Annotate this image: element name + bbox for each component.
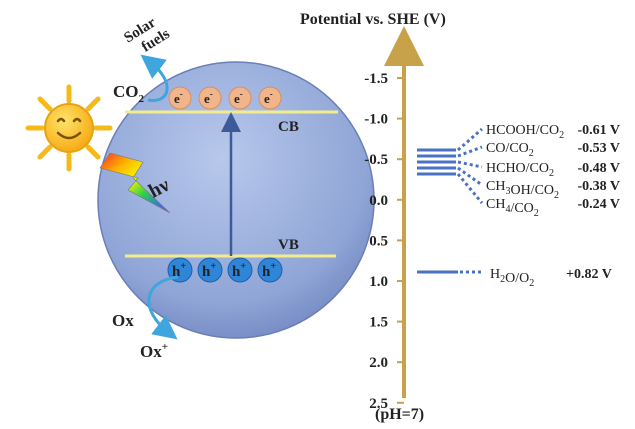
ox-label: Ox <box>112 311 134 330</box>
electron-label: e- <box>264 89 273 106</box>
couple-connector <box>457 160 483 169</box>
cb-label: CB <box>278 119 299 135</box>
couple-value: -0.24 V <box>577 197 620 212</box>
electron-label: e- <box>204 89 213 106</box>
sun-icon <box>25 84 113 172</box>
couple-label: CH3OH/CO2 <box>486 179 559 201</box>
water-couple-value: +0.82 V <box>566 267 612 282</box>
couple-label: CH4/CO2 <box>486 197 539 219</box>
photocatalyst-sphere <box>97 61 375 339</box>
water-couple: H2O/O2 +0.82 V <box>417 267 612 289</box>
electrons <box>168 86 282 110</box>
couple-value: -0.48 V <box>577 161 620 176</box>
axis-tick-label: 2.0 <box>369 355 388 371</box>
hole <box>227 257 253 283</box>
couple-value: -0.38 V <box>577 179 620 194</box>
couple-connector <box>456 173 484 204</box>
holes <box>167 257 283 283</box>
hole-label: h+ <box>172 261 186 280</box>
vb-label: VB <box>278 237 299 253</box>
ox-plus-label: Ox+ <box>140 341 168 361</box>
electron <box>198 86 222 110</box>
axis-tick-label: -1.0 <box>364 112 388 128</box>
hole <box>197 257 223 283</box>
axis-ticks: -1.5 -1.0 -0.5 0.0 0.5 1.0 1.5 2.0 2.5 <box>364 71 404 412</box>
electron <box>168 86 192 110</box>
couple-value: -0.61 V <box>577 123 620 138</box>
co2-reduction-arrow <box>140 54 169 102</box>
axis-tick-label: 0.5 <box>369 233 388 249</box>
axis-tick-label: 2.5 <box>369 396 388 412</box>
hole-label: h+ <box>232 261 246 280</box>
water-couple-label: H2O/O2 <box>490 267 534 289</box>
electron-label: e- <box>234 89 243 106</box>
oxidation-arrow <box>147 275 179 340</box>
axis-tick-label: 1.0 <box>369 274 388 290</box>
couple-label: CO/CO2 <box>486 141 534 159</box>
couple-connector <box>457 145 483 158</box>
axis-tick-label: -1.5 <box>364 71 388 87</box>
hole-label: h+ <box>262 261 276 280</box>
co2-label: CO2 <box>113 82 145 105</box>
couple-label: HCOOH/CO2 <box>486 123 564 141</box>
electron-label: e- <box>174 89 183 106</box>
couple-value: -0.53 V <box>577 141 620 156</box>
axis-tick-label: 0.0 <box>369 193 388 209</box>
electron <box>228 86 252 110</box>
ph-label: (pH=7) <box>375 406 424 423</box>
hole <box>167 257 193 283</box>
electron <box>258 86 282 110</box>
couple-connector <box>457 166 483 187</box>
axis-tick-label: -0.5 <box>364 152 388 168</box>
lightning-icon <box>99 152 171 214</box>
hole-label: h+ <box>202 261 216 280</box>
solar-fuels-label: Solar fuels <box>121 12 173 61</box>
axis-title: Potential vs. SHE (V) <box>300 11 446 28</box>
axis-tick-label: 1.5 <box>369 315 388 331</box>
co2-couples: HCOOH/CO2 -0.61 V CO/CO2 -0.53 V HCHO/CO2 -0.… <box>417 123 620 219</box>
hole <box>257 257 283 283</box>
couple-connector <box>457 127 483 152</box>
couple-label: HCHO/CO2 <box>486 161 554 179</box>
